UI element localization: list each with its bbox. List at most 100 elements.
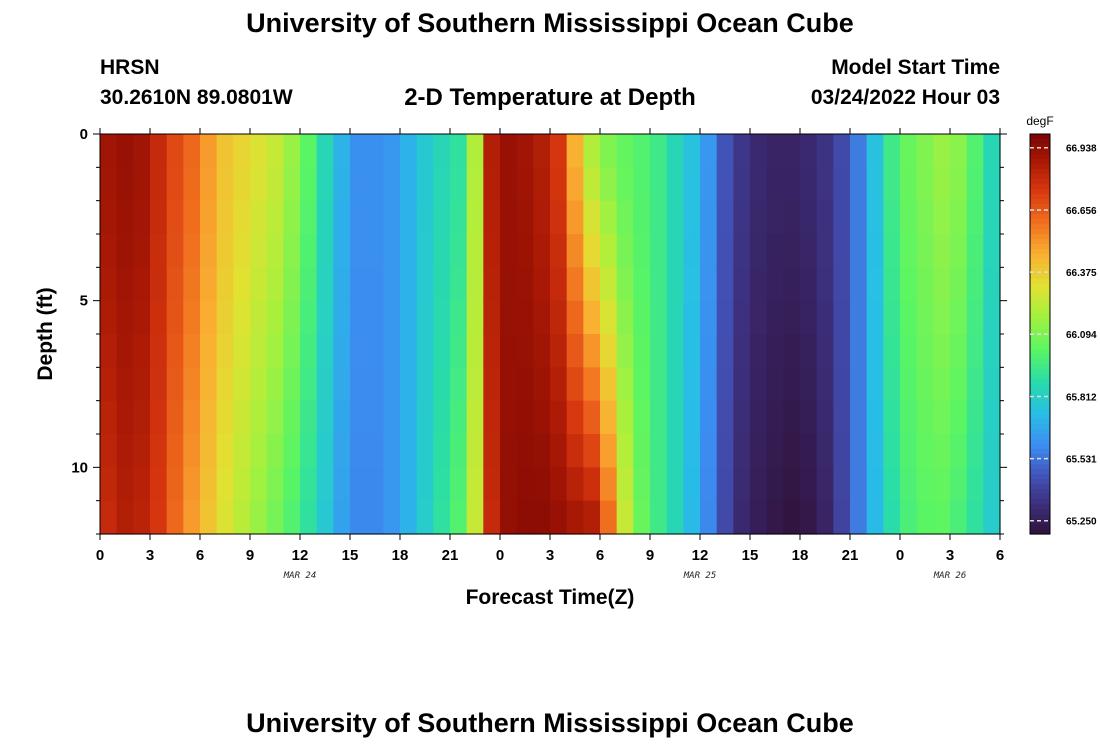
heatmap-cell <box>516 267 534 302</box>
x-tick-label: 18 <box>392 547 409 564</box>
heatmap-cell <box>500 134 518 168</box>
colorbar-segment <box>1030 484 1050 490</box>
heatmap-cell <box>250 167 268 202</box>
heatmap-cell <box>400 167 418 202</box>
heatmap-cell <box>150 267 168 302</box>
colorbar-segment <box>1030 294 1050 300</box>
heatmap-cell <box>266 500 284 535</box>
date-label: MAR 24 <box>283 571 317 581</box>
heatmap-cell <box>683 134 701 168</box>
colorbar-segment <box>1030 179 1050 185</box>
colorbar-segment <box>1030 304 1050 310</box>
heatmap-cell <box>966 134 984 168</box>
heatmap-cell <box>666 200 684 235</box>
heatmap-cell <box>866 300 884 335</box>
heatmap-cell <box>483 200 501 235</box>
heatmap-cell <box>966 234 984 268</box>
heatmap-cell <box>383 367 401 402</box>
colorbar-units: degF <box>1026 114 1053 128</box>
heatmap-cell <box>700 500 718 535</box>
colorbar-segment <box>1030 164 1050 170</box>
colorbar-segment <box>1030 299 1050 305</box>
heatmap-cell <box>116 200 134 235</box>
heatmap-cell <box>233 367 251 402</box>
heatmap-cell <box>883 334 901 368</box>
heatmap-cell <box>466 500 484 535</box>
heatmap-cell <box>333 500 351 535</box>
heatmap-cell <box>200 300 218 335</box>
heatmap-cell <box>966 367 984 402</box>
x-tick-label: 0 <box>96 547 104 564</box>
heatmap-cell <box>850 434 868 468</box>
heatmap-cell <box>433 367 451 402</box>
heatmap-cell <box>483 134 501 168</box>
heatmap-cell <box>133 400 151 435</box>
heatmap-cell <box>833 300 851 335</box>
heatmap-cell <box>450 434 468 468</box>
heatmap-cell <box>433 167 451 202</box>
heatmap-cell <box>200 200 218 235</box>
heatmap-cell <box>516 134 534 168</box>
heatmap-cell <box>916 467 934 502</box>
heatmap-cell <box>666 234 684 268</box>
heatmap-cell <box>400 334 418 368</box>
heatmap-cell <box>116 134 134 168</box>
heatmap-cell <box>483 267 501 302</box>
heatmap-cell <box>383 400 401 435</box>
heatmap-cell <box>166 200 184 235</box>
heatmap-cell <box>100 234 118 268</box>
heatmap-cell <box>200 500 218 535</box>
heatmap-cell <box>783 234 801 268</box>
heatmap-cell <box>216 134 234 168</box>
heatmap-cell <box>616 234 634 268</box>
colorbar-segment <box>1030 359 1050 365</box>
x-axis-label: Forecast Time(Z) <box>466 586 635 609</box>
heatmap-cell <box>866 234 884 268</box>
heatmap-cell <box>100 134 118 168</box>
heatmap-cell <box>333 267 351 302</box>
heatmap-cell <box>683 434 701 468</box>
colorbar-segment <box>1030 419 1050 425</box>
chart-subtitle: 2-D Temperature at Depth <box>404 84 696 111</box>
x-tick-label: 6 <box>996 547 1004 564</box>
heatmap-cell <box>300 267 318 302</box>
heatmap-cell <box>983 467 1001 502</box>
heatmap-cell <box>816 234 834 268</box>
heatmap-cell <box>566 234 584 268</box>
heatmap-cell <box>283 334 301 368</box>
heatmap-cell <box>500 300 518 335</box>
heatmap-cell <box>566 167 584 202</box>
heatmap-cell <box>383 467 401 502</box>
colorbar-segment <box>1030 139 1050 145</box>
heatmap-cell <box>316 467 334 502</box>
heatmap-cell <box>650 434 668 468</box>
heatmap-cell <box>600 134 618 168</box>
heatmap-cell <box>100 400 118 435</box>
heatmap-cell <box>100 167 118 202</box>
heatmap-cell <box>616 334 634 368</box>
x-tick-label: 18 <box>792 547 809 564</box>
heatmap-cell <box>316 400 334 435</box>
heatmap-cell <box>633 200 651 235</box>
heatmap-cell <box>600 267 618 302</box>
heatmap-cell <box>683 367 701 402</box>
heatmap-cell <box>883 434 901 468</box>
heatmap-cell <box>283 434 301 468</box>
heatmap-cell <box>500 167 518 202</box>
heatmap-cell <box>500 234 518 268</box>
heatmap-cell <box>383 334 401 368</box>
heatmap-cell <box>850 200 868 235</box>
heatmap-cell <box>966 267 984 302</box>
heatmap-cell <box>533 300 551 335</box>
heatmap-cell <box>583 134 601 168</box>
heatmap-cell <box>366 134 384 168</box>
heatmap-cell <box>416 400 434 435</box>
heatmap-cell <box>800 267 818 302</box>
heatmap-cell <box>900 267 918 302</box>
heatmap-cell <box>933 134 951 168</box>
heatmap-cell <box>116 300 134 335</box>
heatmap-cell <box>950 234 968 268</box>
heatmap-cell <box>316 334 334 368</box>
heatmap-cell <box>700 167 718 202</box>
colorbar-segment <box>1030 399 1050 405</box>
